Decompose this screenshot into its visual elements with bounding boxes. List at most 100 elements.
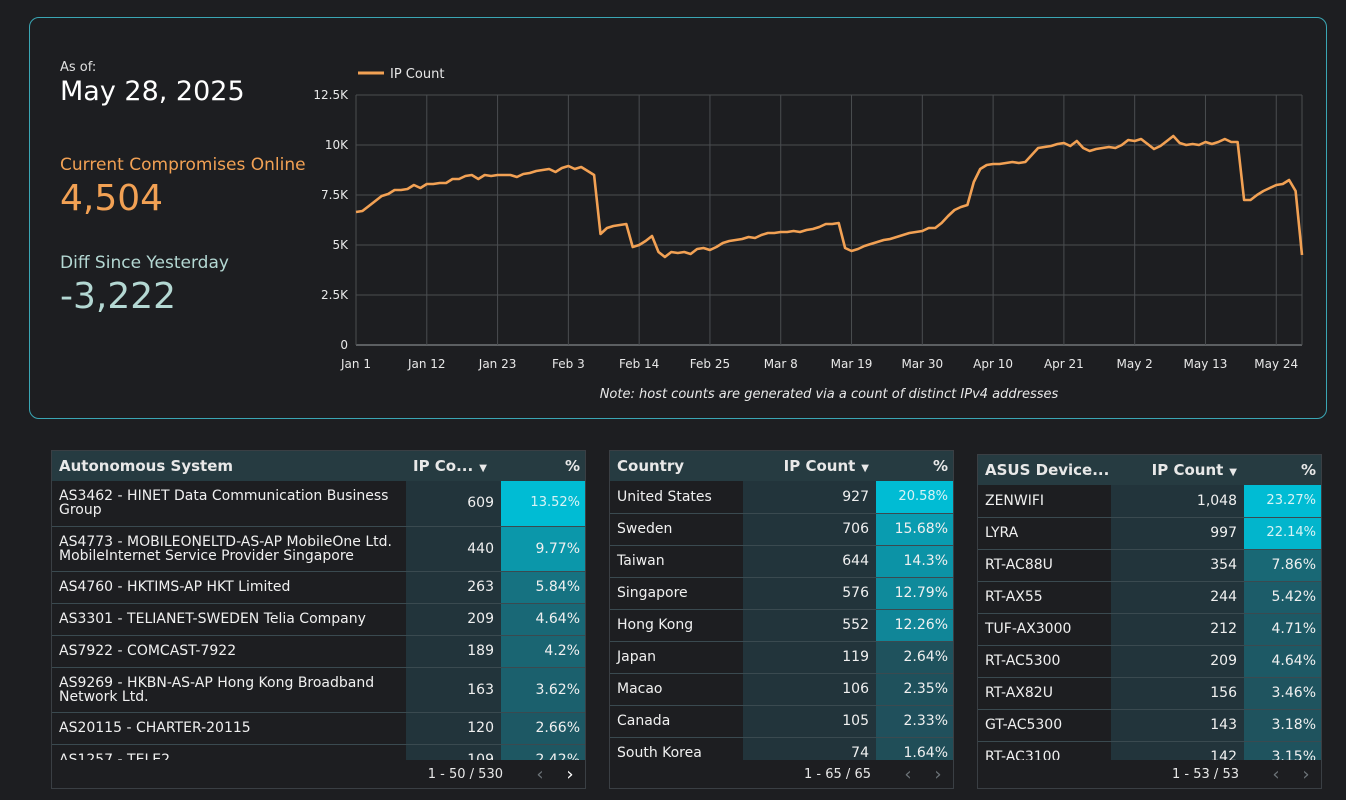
y-tick-label: 7.5K [321,188,349,202]
table-row[interactable]: AS9269 - HKBN-AS-AP Hong Kong Broadband … [52,667,585,713]
table-row[interactable]: Japan 119 2.64% [610,641,953,674]
row-name: South Korea [610,737,743,760]
row-count: 644 [743,545,876,578]
row-count: 244 [1111,581,1244,614]
row-name: AS4760 - HKTIMS-AP HKT Limited [52,571,406,604]
pager-range: 1 - 53 / 53 [1172,766,1239,782]
table-row[interactable]: AS7922 - COMCAST-7922 189 4.2% [52,635,585,668]
table-row[interactable]: AS1257 - TELE2 109 2.42% [52,744,585,760]
table-row[interactable]: AS3301 - TELIANET-SWEDEN Telia Company 20… [52,603,585,636]
table-row[interactable]: GT-AC5300 143 3.18% [978,709,1321,742]
row-name: RT-AC5300 [978,645,1111,678]
table-row[interactable]: RT-AC88U 354 7.86% [978,549,1321,582]
row-name: Japan [610,641,743,674]
prev-page-icon[interactable]: ‹ [904,763,912,785]
device-header-pct[interactable]: % [1244,455,1321,485]
table-row[interactable]: Sweden 706 15.68% [610,513,953,546]
row-percent: 22.14% [1244,517,1321,550]
row-percent: 3.62% [501,667,585,713]
prev-page-icon[interactable]: ‹ [536,763,544,785]
as-of-label: As of: [60,60,97,75]
next-page-icon[interactable]: › [934,763,942,785]
compromises-value: 4,504 [60,178,164,219]
y-tick-label: 10K [325,138,349,152]
x-tick-label: May 2 [1117,357,1153,371]
asn-pager: 1 - 50 / 530 ‹ › [52,760,585,788]
table-row[interactable]: AS20115 - CHARTER-20115 120 2.66% [52,712,585,745]
table-row[interactable]: AS3462 - HINET Data Communication Busine… [52,481,585,527]
row-percent: 20.58% [876,481,953,514]
device-header-count[interactable]: IP Count ▼ [1111,455,1244,485]
row-count: 109 [406,744,501,760]
table-row[interactable]: Hong Kong 552 12.26% [610,609,953,642]
table-row[interactable]: Canada 105 2.33% [610,705,953,738]
table-row[interactable]: RT-AX82U 156 3.46% [978,677,1321,710]
table-row[interactable]: Macao 106 2.35% [610,673,953,706]
table-row[interactable]: South Korea 74 1.64% [610,737,953,760]
row-percent: 5.84% [501,571,585,604]
row-percent: 2.33% [876,705,953,738]
pager-range: 1 - 50 / 530 [427,766,503,782]
sort-desc-icon[interactable]: ▼ [1229,467,1237,478]
row-count: 440 [406,526,501,572]
row-name: GT-AC5300 [978,709,1111,742]
x-tick-label: Jan 23 [478,357,517,371]
asn-header-count[interactable]: IP Co... ▼ [406,451,501,481]
country-header-count[interactable]: IP Count ▼ [743,451,876,481]
asn-header-pct[interactable]: % [501,451,585,481]
table-row[interactable]: RT-AX55 244 5.42% [978,581,1321,614]
table-row[interactable]: ZENWIFI 1,048 23.27% [978,485,1321,518]
table-row[interactable]: RT-AC3100 142 3.15% [978,741,1321,760]
row-name: RT-AX55 [978,581,1111,614]
row-percent: 3.46% [1244,677,1321,710]
row-name: LYRA [978,517,1111,550]
row-count: 209 [1111,645,1244,678]
row-count: 997 [1111,517,1244,550]
series-line-ip-count [355,134,1304,259]
sort-desc-icon[interactable]: ▼ [861,463,869,474]
row-percent: 12.26% [876,609,953,642]
row-count: 105 [743,705,876,738]
row-percent: 2.64% [876,641,953,674]
country-header-name[interactable]: Country [610,451,743,481]
chart-note: Note: host counts are generated via a co… [599,387,1059,402]
asn-header-name[interactable]: Autonomous System [52,451,406,481]
asn-table: Autonomous System IP Co... ▼ % AS3462 - H… [51,450,586,789]
prev-page-icon[interactable]: ‹ [1272,763,1280,785]
x-tick-label: May 13 [1184,357,1228,371]
table-row[interactable]: United States 927 20.58% [610,481,953,514]
row-count: 189 [406,635,501,668]
pager-range: 1 - 65 / 65 [804,766,871,782]
x-tick-label: Feb 14 [619,357,659,371]
row-count: 927 [743,481,876,514]
row-count: 212 [1111,613,1244,646]
row-count: 263 [406,571,501,604]
table-row[interactable]: Singapore 576 12.79% [610,577,953,610]
y-tick-label: 2.5K [321,288,349,302]
device-header-name[interactable]: ASUS Device... [978,455,1111,485]
row-percent: 4.2% [501,635,585,668]
row-count: 1,048 [1111,485,1244,518]
ip-count-line-chart[interactable]: 0 2.5K 5K 7.5K 10K 12.5K Jan 1 Jan 12 Jan 23 Feb … [30,18,1326,418]
table-row[interactable]: LYRA 997 22.14% [978,517,1321,550]
sort-desc-icon[interactable]: ▼ [479,463,487,474]
diff-label: Diff Since Yesterday [60,253,229,273]
table-row[interactable]: AS4760 - HKTIMS-AP HKT Limited 263 5.84% [52,571,585,604]
row-name: RT-AX82U [978,677,1111,710]
next-page-icon[interactable]: › [1302,763,1310,785]
row-name: AS7922 - COMCAST-7922 [52,635,406,668]
table-row[interactable]: RT-AC5300 209 4.64% [978,645,1321,678]
country-header-pct[interactable]: % [876,451,953,481]
row-name: AS3462 - HINET Data Communication Busine… [52,481,406,527]
y-tick-label: 5K [332,238,349,252]
table-row[interactable]: TUF-AX3000 212 4.71% [978,613,1321,646]
row-percent: 12.79% [876,577,953,610]
row-percent: 14.3% [876,545,953,578]
table-row[interactable]: Taiwan 644 14.3% [610,545,953,578]
row-percent: 2.35% [876,673,953,706]
row-count: 576 [743,577,876,610]
row-count: 143 [1111,709,1244,742]
next-page-icon[interactable]: › [566,763,574,785]
row-name: AS9269 - HKBN-AS-AP Hong Kong Broadband … [52,667,406,713]
table-row[interactable]: AS4773 - MOBILEONELTD-AS-AP MobileOne Lt… [52,526,585,572]
